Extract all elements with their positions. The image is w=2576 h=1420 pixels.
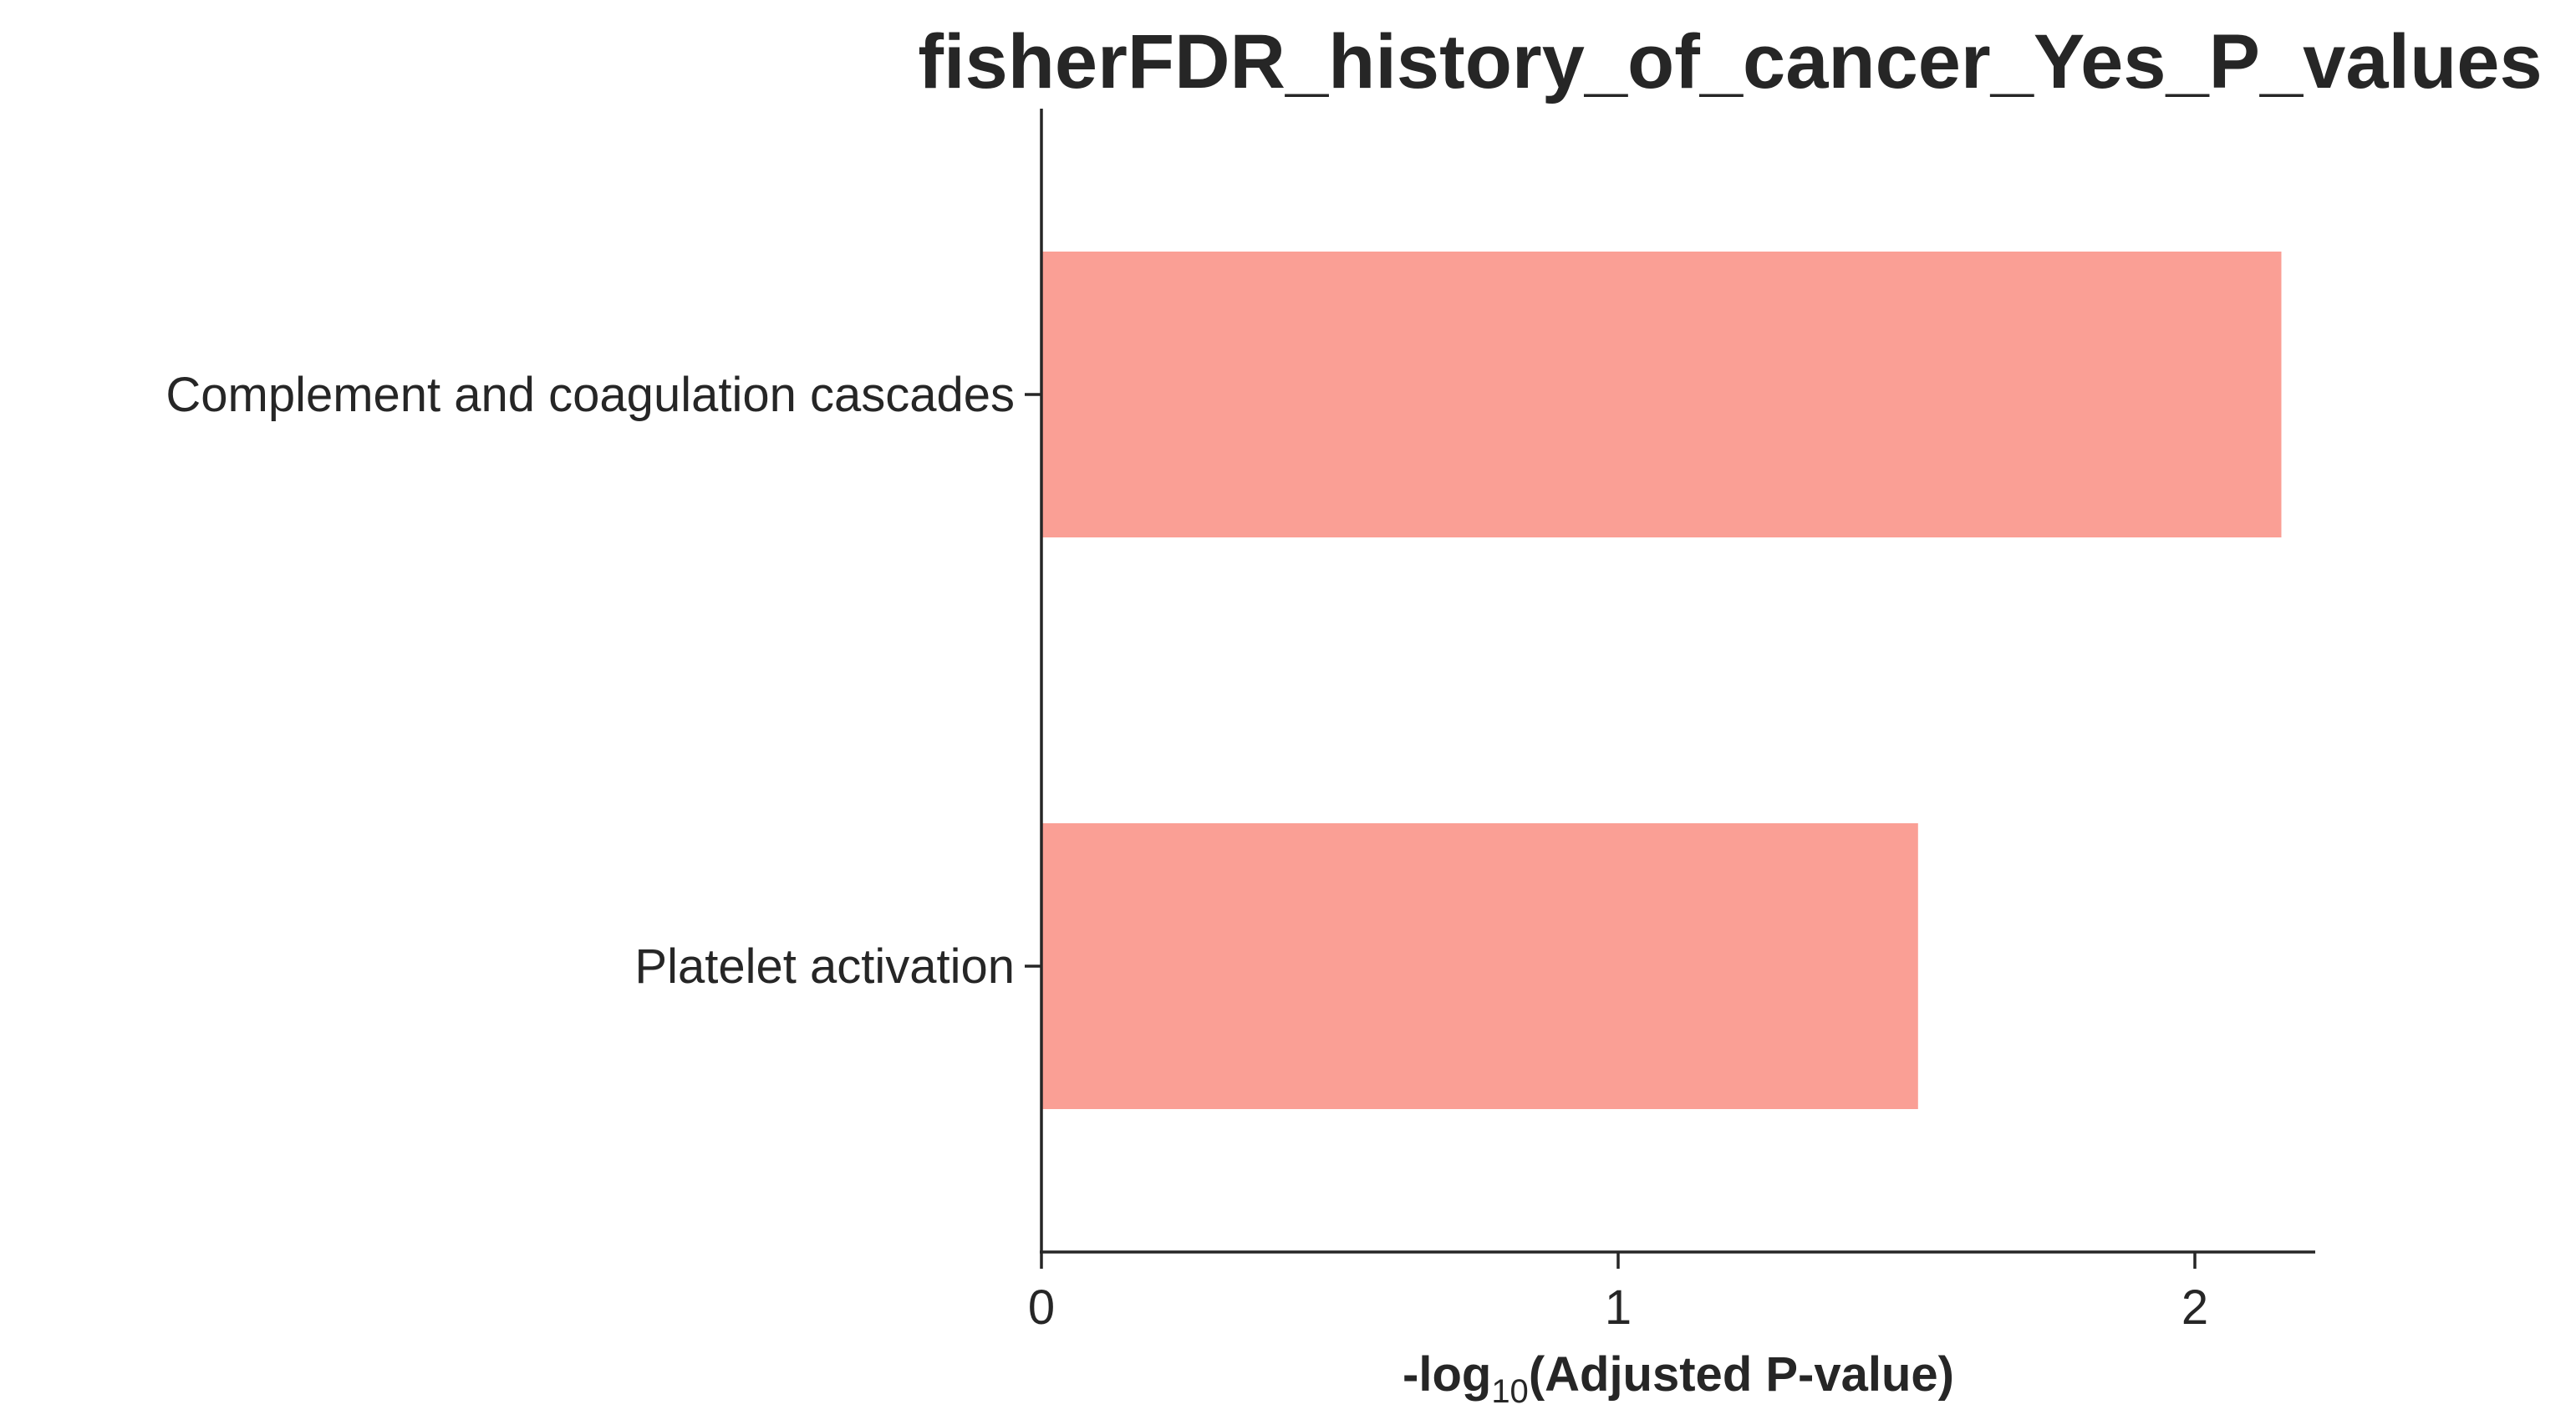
x-tick-label: 2 [2181,1280,2208,1335]
y-tick-label: Complement and coagulation cascades [165,368,1015,422]
x-tick-label: 0 [1028,1280,1055,1335]
x-tick-label: 1 [1605,1280,1632,1335]
bar-1 [1041,252,2282,537]
y-tick-label: Platelet activation [634,939,1015,994]
x-ticks: 0 1 2 [1028,1252,2208,1335]
bars-layer [1041,252,2282,1109]
y-ticks: Complement and coagulation cascades Plate… [165,368,1041,994]
chart-title: fisherFDR_history_of_cancer_Yes_P_values [918,19,2542,104]
bar-2 [1041,823,1918,1109]
x-axis-label: -log10(Adjusted P-value) [1403,1347,1954,1410]
